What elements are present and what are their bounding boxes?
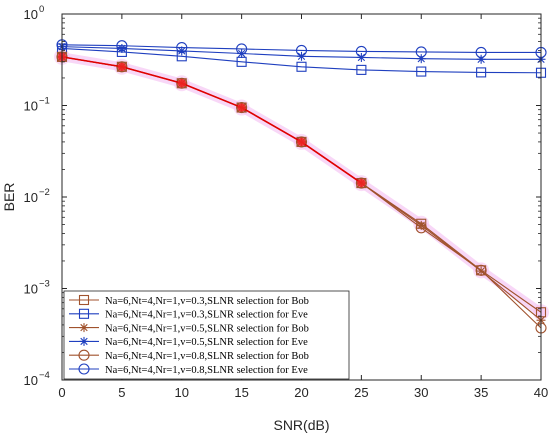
y-tick-label-exponent: −2 xyxy=(39,187,50,198)
series-line xyxy=(61,47,542,74)
bob-point-highlight xyxy=(177,79,186,88)
series-layer xyxy=(56,39,547,334)
data-point xyxy=(176,41,188,54)
legend-entry: Na=6,Nt=4,Nr=1,v=0.8,SLNR selection for … xyxy=(69,349,309,362)
legend-swatch-marker xyxy=(78,294,90,306)
x-axis-title: SNR(dB) xyxy=(273,417,329,433)
data-point xyxy=(356,52,366,62)
series-line xyxy=(61,44,541,53)
bob-curve-glow xyxy=(57,52,546,317)
data-point xyxy=(476,67,487,78)
y-tick-label-base: 10 xyxy=(24,190,38,205)
x-tick-label: 40 xyxy=(534,385,548,400)
legend-swatch-marker xyxy=(78,349,90,361)
y-tick-label: 10 −3 xyxy=(24,279,50,297)
y-tick-label-exponent: −3 xyxy=(39,279,50,290)
y-tick-label: 10 −1 xyxy=(24,96,50,114)
legend-swatch-marker xyxy=(79,323,89,333)
bob-point-highlight xyxy=(357,178,366,188)
x-tick-label: 25 xyxy=(354,385,368,400)
x-tick-label: 20 xyxy=(294,385,308,400)
series-line xyxy=(61,56,542,313)
y-tick-label-exponent: 0 xyxy=(39,4,44,15)
x-tick-label: 15 xyxy=(234,385,248,400)
legend-entry: Na=6,Nt=4,Nr=1,v=0.5,SLNR selection for … xyxy=(69,336,308,348)
data-point xyxy=(416,66,427,77)
bob-point-highlight xyxy=(297,137,306,147)
y-tick-label: 10 0 xyxy=(24,4,45,22)
y-tick-label-base: 10 xyxy=(24,373,38,388)
legend-swatch-marker xyxy=(78,363,90,375)
data-point xyxy=(236,101,248,114)
data-point xyxy=(475,46,487,58)
data-point xyxy=(415,222,427,234)
legend-label: Na=6,Nt=4,Nr=1,v=0.3,SLNR selection for … xyxy=(105,310,308,321)
data-point xyxy=(236,43,248,55)
y-tick-label-exponent: −1 xyxy=(39,96,50,107)
x-tick-label: 0 xyxy=(58,385,65,400)
x-tick-label: 5 xyxy=(118,385,125,400)
legend-label: Na=6,Nt=4,Nr=1,v=0.3,SLNR selection for … xyxy=(105,296,309,307)
y-tick-label: 10 −2 xyxy=(24,187,50,205)
bob-point-highlight xyxy=(237,103,246,112)
bob-curve-highlight xyxy=(61,56,362,184)
legend-entry: Na=6,Nt=4,Nr=1,v=0.3,SLNR selection for … xyxy=(69,294,309,307)
y-axis-title: BER xyxy=(1,183,17,212)
legend-swatch-marker xyxy=(78,308,90,319)
series-line xyxy=(61,56,542,329)
legend-swatch-marker xyxy=(79,336,89,346)
data-point xyxy=(295,136,308,148)
x-tick-label: 10 xyxy=(175,385,189,400)
y-tick-label-base: 10 xyxy=(24,282,38,297)
data-point xyxy=(356,64,367,75)
data-point xyxy=(296,61,307,72)
data-point xyxy=(475,264,487,276)
data-point xyxy=(415,46,427,58)
bob-point-highlight xyxy=(117,62,127,71)
legend-label: Na=6,Nt=4,Nr=1,v=0.5,SLNR selection for … xyxy=(105,323,309,334)
legend-label: Na=6,Nt=4,Nr=1,v=0.8,SLNR selection for … xyxy=(105,351,309,362)
y-tick-label-base: 10 xyxy=(24,99,38,114)
series-line xyxy=(61,56,542,321)
x-tick-label: 30 xyxy=(414,385,428,400)
legend-label: Na=6,Nt=4,Nr=1,v=0.5,SLNR selection for … xyxy=(105,337,308,348)
y-tick-label-base: 10 xyxy=(24,7,38,22)
data-point xyxy=(355,177,367,189)
legend: Na=6,Nt=4,Nr=1,v=0.3,SLNR selection for … xyxy=(63,290,350,380)
data-point xyxy=(116,61,128,73)
legend-entry: Na=6,Nt=4,Nr=1,v=0.8,SLNR selection for … xyxy=(69,363,308,376)
glow-layer xyxy=(54,48,549,321)
data-point xyxy=(355,45,367,57)
data-point xyxy=(295,44,308,56)
legend-entry: Na=6,Nt=4,Nr=1,v=0.3,SLNR selection for … xyxy=(69,308,308,321)
x-tick-label: 35 xyxy=(474,385,488,400)
legend-label: Na=6,Nt=4,Nr=1,v=0.8,SLNR selection for … xyxy=(105,365,308,376)
data-point xyxy=(297,51,306,61)
data-point xyxy=(176,77,188,89)
y-tick-label-exponent: −4 xyxy=(39,370,50,381)
y-tick-label: 10 −4 xyxy=(24,370,50,388)
data-point xyxy=(116,40,128,52)
legend-entry: Na=6,Nt=4,Nr=1,v=0.5,SLNR selection for … xyxy=(69,323,309,334)
legend-box xyxy=(63,290,350,380)
